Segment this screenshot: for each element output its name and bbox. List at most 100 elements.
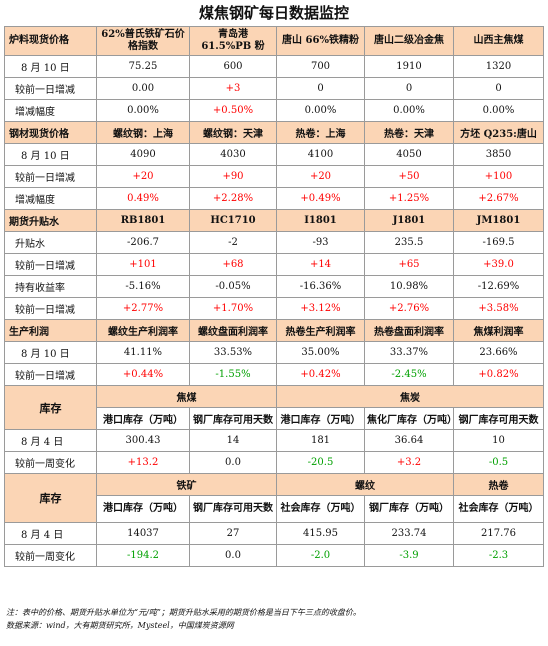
- column-header: 钢厂库存可用天数: [189, 407, 277, 430]
- column-header: 螺纹盘面利润率: [189, 319, 277, 342]
- profit-header-row: 生产利润 螺纹生产利润率 螺纹盘面利润率 热卷生产利润率 热卷盘面利润率 焦煤利…: [4, 319, 544, 342]
- section-title: 库存: [4, 385, 97, 430]
- group-header: 热卷: [453, 473, 544, 496]
- column-header: 62%普氏铁矿石价格指数: [96, 26, 190, 56]
- table-cell: +13.2: [96, 451, 190, 474]
- table-cell: +101: [96, 253, 190, 276]
- table-cell: -12.69%: [453, 275, 544, 298]
- table-row: 8 月 10 日 75.25 600 700 1910 1320: [4, 55, 544, 78]
- page-title: 煤焦钢矿每日数据监控: [198, 4, 349, 22]
- futures-header-row: 期货升贴水 RB1801 HC1710 I1801 J1801 JM1801: [4, 209, 544, 232]
- column-header: 港口库存（万吨）: [96, 407, 190, 430]
- table-cell: +3.58%: [453, 297, 544, 320]
- table-cell: -93: [276, 231, 365, 254]
- table-cell: +0.49%: [276, 187, 365, 210]
- table-cell: +0.82%: [453, 363, 544, 386]
- group-header: 焦煤: [96, 385, 277, 408]
- table-cell: 33.37%: [364, 341, 454, 364]
- table-cell: 36.64: [364, 429, 454, 452]
- table-cell: +0.44%: [96, 363, 190, 386]
- steel-header-row: 钢材现货价格 螺纹钢：上海 螺纹钢：天津 热卷：上海 热卷：天津 方坯 Q235…: [4, 121, 544, 144]
- row-label: 较前一日增减: [4, 253, 97, 276]
- row-label: 较前一日增减: [4, 165, 97, 188]
- table-cell: 0.00%: [276, 99, 365, 122]
- table-cell: +68: [189, 253, 277, 276]
- table-cell: -0.05%: [189, 275, 277, 298]
- table-row: 增减幅度 0.49% +2.28% +0.49% +1.25% +2.67%: [4, 187, 544, 210]
- row-label: 持有收益率: [4, 275, 97, 298]
- row-label: 较前一周变化: [4, 544, 97, 567]
- table-cell: +1.70%: [189, 297, 277, 320]
- furnace-header-row: 炉料现货价格 62%普氏铁矿石价格指数 青岛港 61.5%PB 粉 唐山 66%…: [4, 26, 544, 56]
- column-header: RB1801: [96, 209, 190, 232]
- table-cell: +2.76%: [364, 297, 454, 320]
- table-cell: 10.98%: [364, 275, 454, 298]
- table-cell: 10: [453, 429, 544, 452]
- table-row: 8 月 10 日 41.11% 33.53% 35.00% 33.37% 23.…: [4, 341, 544, 364]
- column-header: 钢厂库存可用天数: [189, 495, 277, 523]
- column-header: J1801: [364, 209, 454, 232]
- stock1-group-row: 库存 焦煤 焦炭: [4, 385, 544, 430]
- table-cell: +90: [189, 165, 277, 188]
- table-row: 增减幅度 0.00% +0.50% 0.00% 0.00% 0.00%: [4, 99, 544, 122]
- table-cell: +2.67%: [453, 187, 544, 210]
- table-cell: +100: [453, 165, 544, 188]
- table-cell: 0.00%: [453, 99, 544, 122]
- row-label: 升贴水: [4, 231, 97, 254]
- table-row: 较前一日增减 0.00 +3 0 0 0: [4, 77, 544, 100]
- source-text: 数据来源：wind，大有期货研究所，Mysteel，中国煤炭资源网: [6, 621, 234, 630]
- section-title: 钢材现货价格: [4, 121, 97, 144]
- table-cell: 75.25: [96, 55, 190, 78]
- column-header: 螺纹钢：天津: [189, 121, 277, 144]
- table-cell: 27: [189, 522, 277, 545]
- table-row: 8 月 4 日 300.43 14 181 36.64 10: [4, 429, 544, 452]
- table-cell: 217.76: [453, 522, 544, 545]
- table-cell: -5.16%: [96, 275, 190, 298]
- column-header: 唐山二级冶金焦: [364, 26, 454, 56]
- table-cell: 23.66%: [453, 341, 544, 364]
- table-cell: 0.49%: [96, 187, 190, 210]
- column-header: I1801: [276, 209, 365, 232]
- table-cell: -1.55%: [189, 363, 277, 386]
- table-cell: -3.9: [364, 544, 454, 567]
- row-label: 8 月 10 日: [4, 143, 97, 166]
- table-cell: 300.43: [96, 429, 190, 452]
- table-row: 较前一日增减 +101 +68 +14 +65 +39.0: [4, 253, 544, 276]
- table-cell: +2.28%: [189, 187, 277, 210]
- column-header: 方坯 Q235:唐山: [453, 121, 544, 144]
- row-label: 增减幅度: [4, 99, 97, 122]
- column-header: 社会库存（万吨）: [276, 495, 365, 523]
- row-label: 较前一日增减: [4, 363, 97, 386]
- monitor-table: 炉料现货价格 62%普氏铁矿石价格指数 青岛港 61.5%PB 粉 唐山 66%…: [4, 26, 544, 567]
- table-cell: -2.45%: [364, 363, 454, 386]
- column-header: 热卷盘面利润率: [364, 319, 454, 342]
- table-cell: +1.25%: [364, 187, 454, 210]
- table-cell: -206.7: [96, 231, 190, 254]
- footnotes: 注：表中的价格、期货升贴水单位为“元/吨”；期货升贴水采用的期货价格是当日下午三…: [6, 606, 546, 632]
- group-header: 螺纹: [276, 473, 454, 496]
- table-cell: 0.00: [96, 77, 190, 100]
- table-row: 较前一日增减 +20 +90 +20 +50 +100: [4, 165, 544, 188]
- section-title: 炉料现货价格: [4, 26, 97, 56]
- column-header: 热卷：上海: [276, 121, 365, 144]
- column-header: 钢厂库存可用天数: [453, 407, 544, 430]
- table-cell: +50: [364, 165, 454, 188]
- column-header: 螺纹生产利润率: [96, 319, 190, 342]
- column-header: 山西主焦煤: [453, 26, 544, 56]
- column-header: 钢厂库存（万吨）: [364, 495, 454, 523]
- table-cell: 33.53%: [189, 341, 277, 364]
- row-label: 较前一日增减: [4, 77, 97, 100]
- row-label: 8 月 4 日: [4, 429, 97, 452]
- table-cell: 0.0: [189, 451, 277, 474]
- table-row: 持有收益率 -5.16% -0.05% -16.36% 10.98% -12.6…: [4, 275, 544, 298]
- table-cell: 0.00%: [96, 99, 190, 122]
- table-row: 较前一周变化 +13.2 0.0 -20.5 +3.2 -0.5: [4, 451, 544, 474]
- table-cell: 0: [453, 77, 544, 100]
- table-cell: +14: [276, 253, 365, 276]
- table-cell: 0: [364, 77, 454, 100]
- column-header: 青岛港 61.5%PB 粉: [189, 26, 277, 56]
- column-header: 港口库存（万吨）: [96, 495, 190, 523]
- row-label: 8 月 10 日: [4, 55, 97, 78]
- table-cell: -2: [189, 231, 277, 254]
- column-header: 社会库存（万吨）: [453, 495, 544, 523]
